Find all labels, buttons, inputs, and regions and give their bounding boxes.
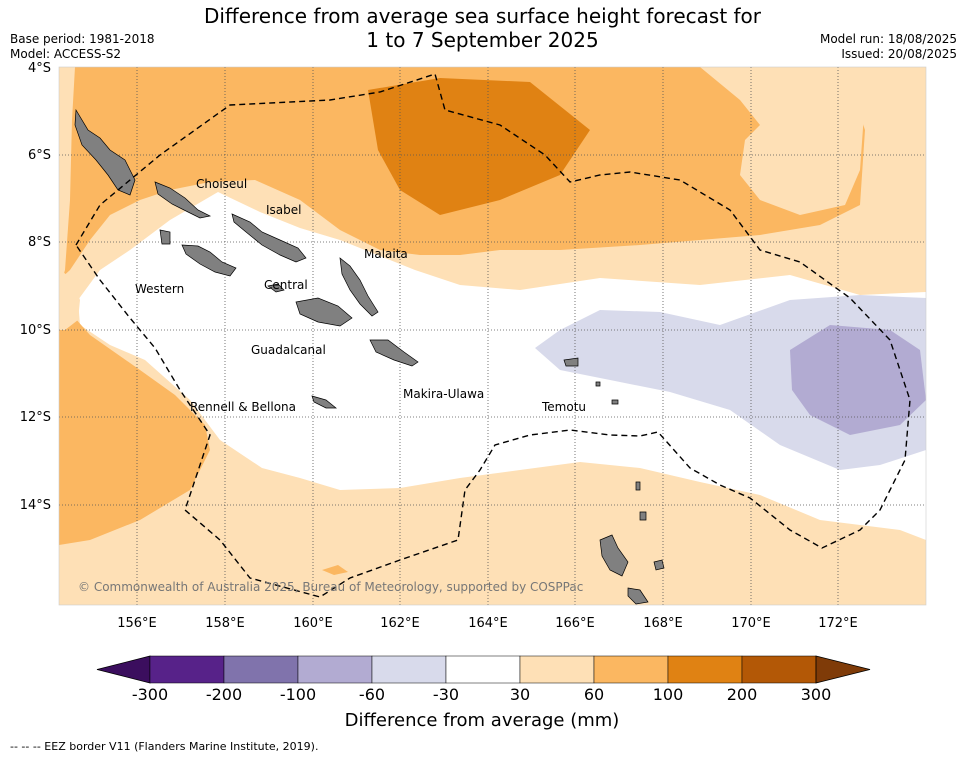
anomaly-30-60-west-strip: [59, 67, 75, 290]
lon-label: 164°E: [468, 616, 508, 631]
eez-legend-footer: -- -- -- EEZ border V11 (Flanders Marine…: [10, 740, 319, 753]
temotu-islet-2: [611, 399, 619, 405]
longitude-labels: 156°E 158°E 160°E 162°E 164°E 166°E 168°E 170°E…: [117, 616, 858, 631]
temotu-islands: [563, 357, 579, 367]
lat-label: 4°S: [28, 61, 51, 76]
meta-left: Base period: 1981-2018 Model: ACCESS-S2: [10, 32, 155, 62]
colorbar-segment: [519, 655, 595, 684]
anomaly-100-200-north: [368, 78, 590, 215]
lon-label: 156°E: [117, 616, 157, 631]
colorbar-segment: [371, 655, 447, 684]
issued-text: Issued: 20/08/2025: [841, 47, 957, 61]
colorbar-tick-labels: -300 -200 -100 -60 -30 30 60 100 200 300: [132, 685, 831, 704]
vanuatu-malekula: [627, 587, 649, 605]
vanuatu-islet-b: [639, 511, 647, 521]
region-label: Choiseul: [196, 177, 247, 191]
graticule: [59, 67, 926, 605]
colorbar-tick: 100: [653, 685, 684, 704]
colorbar-tick: -30: [433, 685, 459, 704]
colorbar-tick: -200: [206, 685, 242, 704]
solomon-islands-land: [74, 108, 665, 605]
colorbar-tick: 300: [801, 685, 832, 704]
eez-border-line: [75, 73, 911, 598]
vanuatu-islet-a: [635, 481, 641, 491]
anomaly-60-100-north-inner: [700, 67, 865, 215]
region-label: Isabel: [266, 203, 301, 217]
anomaly-60-100-west: [59, 300, 210, 545]
region-label: Western: [135, 282, 184, 296]
region-label: Guadalcanal: [251, 343, 326, 357]
vanuatu-espiritu-santo: [599, 534, 629, 577]
region-label: Temotu: [541, 400, 586, 414]
colorbar-segment: [593, 655, 669, 684]
colorbar-segment: [223, 655, 299, 684]
title-line-2: 1 to 7 September 2025: [366, 28, 599, 52]
lon-label: 172°E: [818, 616, 858, 631]
vanuatu-islet-c: [653, 559, 665, 571]
bougainville-island: [74, 108, 136, 196]
meta-right: Model run: 18/08/2025 Issued: 20/08/2025: [820, 32, 957, 62]
malaita-island: [339, 257, 379, 317]
map-plot-area: [59, 67, 926, 605]
latitude-labels: 4°S 6°S 8°S 10°S 12°S 14°S: [20, 61, 51, 513]
new-georgia-islands: [181, 244, 237, 277]
lat-label: 14°S: [20, 498, 51, 513]
model-run-text: Model run: 18/08/2025: [819, 32, 957, 46]
base-period-text: Base period: 1981-2018: [10, 32, 155, 46]
lon-label: 162°E: [380, 616, 420, 631]
anomaly-60-100-speck: [322, 565, 348, 575]
lat-label: 6°S: [28, 148, 51, 163]
colorbar-segment: [741, 655, 817, 684]
neutral-anomaly-zone: [78, 192, 926, 540]
colorbar-extend-high: [815, 655, 871, 684]
region-label: Makira-Ulawa: [403, 387, 484, 401]
region-label: Central: [264, 278, 308, 292]
colorbar-tick: 30: [510, 685, 530, 704]
rennell-island: [311, 395, 337, 409]
colorbar-tick: -100: [280, 685, 316, 704]
chart-title: Difference from average sea surface heig…: [0, 4, 965, 52]
model-text: Model: ACCESS-S2: [10, 47, 122, 61]
region-label: Malaita: [364, 247, 408, 261]
lat-label: 8°S: [28, 235, 51, 250]
copyright-text: © Commonwealth of Australia 2025, Bureau…: [78, 580, 583, 594]
isabel-island: [231, 213, 307, 263]
colorbar-label: Difference from average (mm): [345, 710, 620, 731]
vella-lavella-island: [159, 229, 171, 245]
lat-label: 12°S: [20, 410, 51, 425]
lon-label: 168°E: [643, 616, 683, 631]
colorbar-tick: -60: [359, 685, 385, 704]
region-label: Rennell & Bellona: [190, 400, 296, 414]
anomaly-neg100-neg60-east: [790, 325, 926, 435]
map-frame: [58, 66, 927, 606]
makira-island: [369, 339, 419, 367]
title-line-1: Difference from average sea surface heig…: [203, 4, 762, 28]
colorbar-segment: [445, 655, 521, 684]
colorbar-segment: [297, 655, 373, 684]
lat-label: 10°S: [20, 323, 51, 338]
lon-label: 166°E: [555, 616, 595, 631]
anomaly-30-60-west-gap: [59, 268, 80, 330]
colorbar-tick: 60: [584, 685, 604, 704]
colorbar-tick: -300: [132, 685, 168, 704]
region-labels: Choiseul Isabel Malaita Western Central Guada…: [135, 177, 586, 414]
lon-label: 160°E: [293, 616, 333, 631]
choiseul-island: [154, 181, 212, 219]
lon-label: 170°E: [731, 616, 771, 631]
colorbar-tick: 200: [727, 685, 758, 704]
colorbar-segment: [149, 655, 225, 684]
colorbar-extend-low: [96, 655, 151, 684]
colorbar: [96, 655, 871, 684]
colorbar-segment: [667, 655, 743, 684]
lon-label: 158°E: [205, 616, 245, 631]
central-islands: [267, 283, 285, 293]
temotu-islet: [595, 381, 601, 387]
guadalcanal-island: [295, 297, 353, 327]
